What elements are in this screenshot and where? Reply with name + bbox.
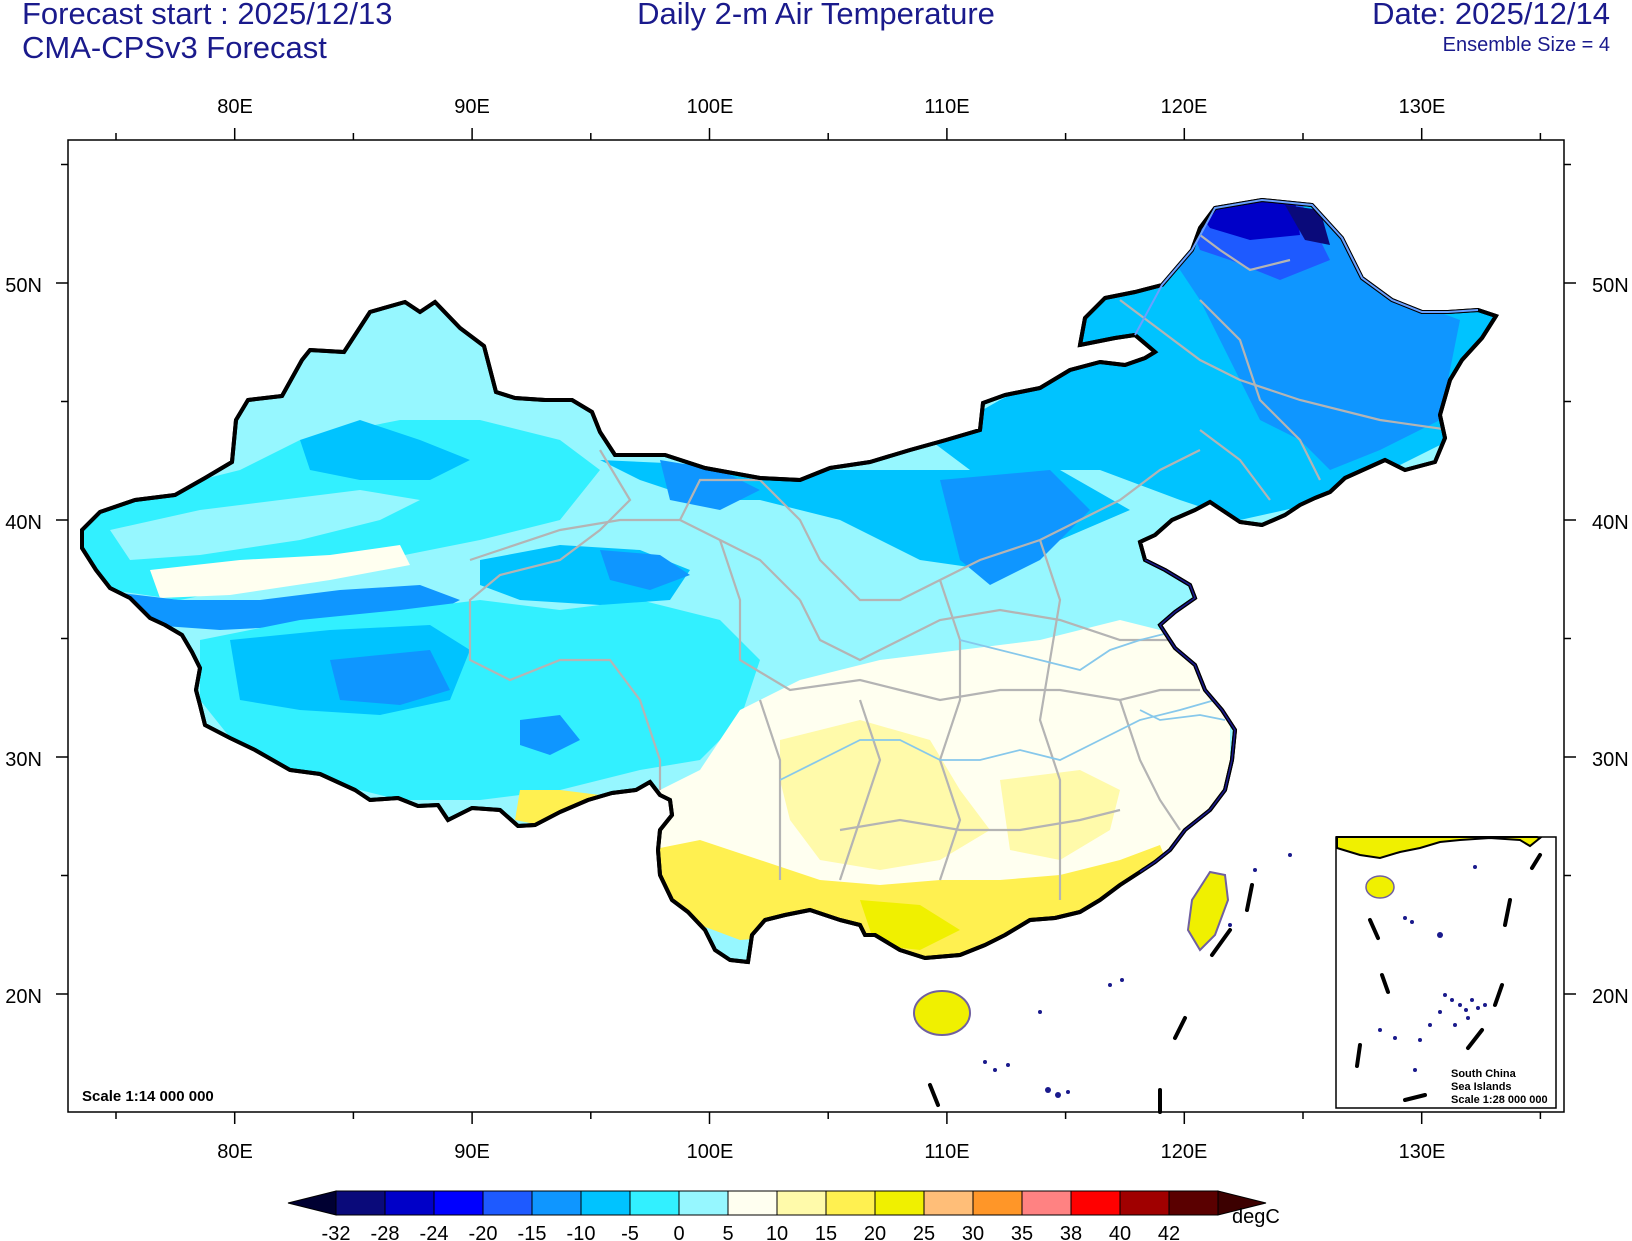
inset-scale-label: Scale 1:28 000 000 — [1451, 1094, 1548, 1106]
lat-label-left-30n: 30N — [5, 749, 42, 771]
lon-label-bottom-80e: 80E — [217, 1141, 253, 1163]
lon-label-bottom-120e: 120E — [1161, 1141, 1208, 1163]
taiwan-island — [1186, 870, 1230, 952]
lon-label-top-110e: 110E — [924, 96, 969, 118]
colorbar-level-label: -28 — [371, 1223, 400, 1241]
lat-label-right-50n: 50N — [1592, 275, 1629, 297]
colorbar-level-label: 35 — [1011, 1223, 1033, 1241]
south-china-sea-inset: South China Sea Islands Scale 1:28 000 0… — [1335, 836, 1557, 1109]
colorbar-swatch — [923, 1190, 974, 1216]
colorbar-swatch — [825, 1190, 876, 1216]
lat-label-left-40n: 40N — [5, 512, 42, 534]
colorbar-swatch — [433, 1190, 484, 1216]
axis-ticks — [56, 128, 1576, 1124]
colorbar-high-extend — [1217, 1190, 1267, 1216]
lon-label-top-130e: 130E — [1399, 96, 1446, 118]
colorbar-level-label: 40 — [1109, 1223, 1131, 1241]
ensemble-size-label: Ensemble Size = 4 — [1442, 34, 1610, 56]
colorbar-level-label: 25 — [913, 1223, 935, 1241]
colorbar-swatch — [1070, 1190, 1121, 1216]
colorbar-swatch — [531, 1190, 582, 1216]
inset-title-line1: South China — [1451, 1068, 1517, 1080]
lat-label-right-20n: 20N — [1592, 986, 1629, 1008]
colorbar-level-label: 38 — [1060, 1223, 1082, 1241]
lon-label-top-120e: 120E — [1161, 96, 1208, 118]
colorbar-swatch — [384, 1190, 435, 1216]
colorbar-swatch — [1119, 1190, 1170, 1216]
colorbar-swatch — [335, 1190, 386, 1216]
colorbar-swatch — [874, 1190, 925, 1216]
colorbar-low-extend — [287, 1190, 337, 1216]
colorbar-level-label: 0 — [673, 1223, 684, 1241]
colorbar-swatch — [482, 1190, 533, 1216]
nine-dash-line — [928, 883, 1254, 1114]
colorbar-level-label: -15 — [518, 1223, 547, 1241]
colorbar: -32 -28 -24 -20 -15 -10 -5 0 5 10 15 20 25 30 35 38 40 42 — [287, 1190, 1267, 1241]
valid-date-label: Date: 2025/12/14 — [1372, 0, 1610, 31]
colorbar-level-label: 5 — [722, 1223, 733, 1241]
colorbar-swatch — [629, 1190, 680, 1216]
map-title: Daily 2-m Air Temperature — [637, 0, 995, 31]
lon-label-bottom-90e: 90E — [454, 1141, 490, 1163]
map-scale-label: Scale 1:14 000 000 — [82, 1088, 214, 1105]
forecast-start-label: Forecast start : 2025/12/13 — [22, 0, 393, 31]
colorbar-swatch — [727, 1190, 778, 1216]
colorbar-level-label: -24 — [420, 1223, 449, 1241]
inset-title-line2: Sea Islands — [1451, 1081, 1512, 1093]
lon-label-top-100e: 100E — [687, 96, 734, 118]
colorbar-level-label: 20 — [864, 1223, 886, 1241]
colorbar-swatch — [1168, 1190, 1219, 1216]
province-boundaries — [468, 219, 1451, 900]
lon-label-bottom-130e: 130E — [1399, 1141, 1446, 1163]
colorbar-level-label: -20 — [469, 1223, 498, 1241]
colorbar-level-label: -10 — [567, 1223, 596, 1241]
lat-label-left-50n: 50N — [5, 275, 42, 297]
colorbar-level-label: -5 — [621, 1223, 639, 1241]
lat-label-left-20n: 20N — [5, 986, 42, 1008]
colorbar-swatch — [972, 1190, 1023, 1216]
rivers — [779, 629, 1226, 781]
lon-label-bottom-110e: 110E — [924, 1141, 969, 1163]
colorbar-level-label: 42 — [1158, 1223, 1180, 1241]
lon-label-bottom-100e: 100E — [687, 1141, 734, 1163]
hainan-island — [913, 990, 971, 1036]
colorbar-swatch — [1021, 1190, 1072, 1216]
model-name-label: CMA-CPSv3 Forecast — [22, 30, 327, 65]
lon-label-top-90e: 90E — [454, 96, 490, 118]
colorbar-level-label: 10 — [766, 1223, 788, 1241]
coastline — [1139, 559, 1236, 873]
colorbar-swatch — [580, 1190, 631, 1216]
colorbar-swatch — [678, 1190, 729, 1216]
lat-label-right-40n: 40N — [1592, 512, 1629, 534]
colorbar-swatch — [776, 1190, 827, 1216]
colorbar-level-label: 15 — [815, 1223, 837, 1241]
colorbar-unit-label: degC — [1232, 1206, 1280, 1228]
lon-label-top-80e: 80E — [217, 96, 253, 118]
colorbar-level-label: 30 — [962, 1223, 984, 1241]
lat-label-right-30n: 30N — [1592, 749, 1629, 771]
colorbar-level-label: -32 — [322, 1223, 351, 1241]
small-islands — [983, 853, 1292, 1098]
